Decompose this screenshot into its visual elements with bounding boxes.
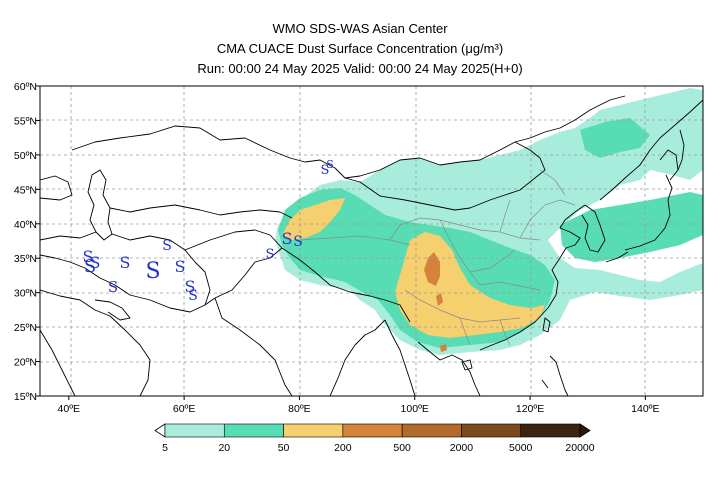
persian-gulf	[94, 299, 131, 321]
lat-tick-label: 25ºN	[14, 322, 37, 334]
hainan-outline	[461, 359, 473, 371]
india-north-border	[281, 247, 411, 323]
colorbar-segment	[342, 423, 403, 438]
dust-region-200-500-a	[424, 252, 440, 286]
dust-storm-symbol: S	[321, 163, 330, 178]
lon-tick-label: 120ºE	[516, 403, 544, 415]
colorbar-level-label: 5000	[509, 442, 533, 454]
indochina-outline	[417, 341, 481, 396]
province-borders	[299, 169, 576, 346]
afghanistan-pakistan	[184, 229, 283, 306]
china-east-coast	[479, 204, 586, 351]
lon-tick-label: 100ºE	[401, 403, 429, 415]
mongolia-outline	[344, 141, 546, 211]
colorbar-low-arrow	[154, 423, 166, 438]
dust-region-20-50-ne	[580, 118, 650, 158]
colorbar: 5 20 50 200 500 2000 5000 20000	[154, 423, 595, 454]
dust-storm-symbol: S	[90, 253, 101, 272]
dust-storm-symbol: S	[185, 277, 196, 296]
iran-borders	[40, 231, 211, 313]
lon-tick-label: 60ºE	[173, 403, 196, 415]
colorbar-segment	[401, 423, 462, 438]
philippines-outline	[541, 355, 569, 396]
colorbar-level-label: 20	[218, 442, 230, 454]
india-outline	[214, 297, 386, 396]
lat-tick-label: 30ºN	[14, 288, 37, 300]
dust-storm-symbol: S	[175, 257, 186, 276]
colorbar-segment	[164, 423, 225, 438]
graticule	[40, 86, 703, 396]
dust-storm-symbol: S	[282, 229, 293, 248]
central-asia-borders	[109, 204, 293, 219]
colorbar-segment	[223, 423, 284, 438]
dust-storm-symbol: S	[162, 238, 172, 254]
dust-region-20-50-east	[560, 192, 703, 262]
chart-title: WMO SDS-WAS Asian Center	[272, 21, 448, 36]
japan-south	[605, 251, 629, 263]
japan-outline	[624, 149, 679, 251]
chart-subtitle: CMA CUACE Dust Surface Concentration (μg…	[216, 41, 504, 56]
taiwan-outline	[542, 317, 551, 333]
dust-storm-symbol: S	[108, 278, 118, 296]
russia-kazakhstan-border	[71, 95, 626, 179]
korea-outline	[581, 204, 606, 253]
lat-tick-label: 40ºN	[14, 219, 37, 231]
colorbar-level-label: 500	[393, 442, 411, 454]
black-sea-outline	[40, 175, 73, 201]
arabian-coast	[40, 289, 151, 396]
lat-tick-label: 15ºN	[14, 391, 37, 403]
run-valid-time: Run: 00:00 24 May 2025 Valid: 00:00 24 M…	[197, 61, 523, 76]
colorbar-high-arrow	[579, 423, 591, 438]
russia-far-east	[599, 99, 703, 201]
red-sea-coast	[40, 329, 76, 396]
lat-tick-label: 60ºN	[14, 81, 37, 93]
colorbar-segment	[461, 423, 522, 438]
map-frame	[39, 85, 704, 397]
dust-storm-symbol: S	[326, 158, 334, 171]
dust-fill-layer	[275, 88, 703, 355]
dust-storm-symbol: S	[145, 259, 160, 284]
lon-tick-label: 140ºE	[631, 403, 659, 415]
bangladesh-myanmar	[384, 319, 416, 396]
lat-tick-label: 35ºN	[14, 253, 37, 265]
lat-tick-label: 45ºN	[14, 184, 37, 196]
dust-region-200-500-c	[440, 344, 447, 352]
dust-region-200-500-b	[436, 293, 443, 306]
lat-tick-label: 50ºN	[14, 150, 37, 162]
colorbar-segment	[283, 423, 344, 438]
lon-tick-label: 80ºE	[288, 403, 311, 415]
axis-ticks: 40ºE 60ºE 80ºE 100ºE 120ºE 140ºE 60ºN 55ºN 50ºN 4…	[14, 81, 660, 415]
dust-storm-symbol: S	[120, 253, 131, 272]
colorbar-level-label: 50	[278, 442, 290, 454]
colorbar-level-label: 200	[334, 442, 352, 454]
dust-storm-symbol: S	[188, 288, 198, 304]
colorbar-level-label: 5	[162, 442, 168, 454]
dust-storm-symbol: S	[293, 234, 303, 250]
lon-tick-label: 40ºE	[58, 403, 81, 415]
country-borders	[40, 95, 703, 396]
lat-tick-label: 55ºN	[14, 115, 37, 127]
lat-tick-label: 20ºN	[14, 357, 37, 369]
dust-storm-symbol: S	[83, 247, 94, 266]
colorbar-level-label: 2000	[450, 442, 474, 454]
dust-storm-symbol: S	[84, 256, 96, 277]
colorbar-level-label: 20000	[565, 442, 594, 454]
sakhalin	[677, 129, 685, 171]
dust-region-50-200-north	[282, 198, 345, 240]
dust-storm-symbol: S	[266, 247, 275, 262]
colorbar-segment	[520, 423, 581, 438]
